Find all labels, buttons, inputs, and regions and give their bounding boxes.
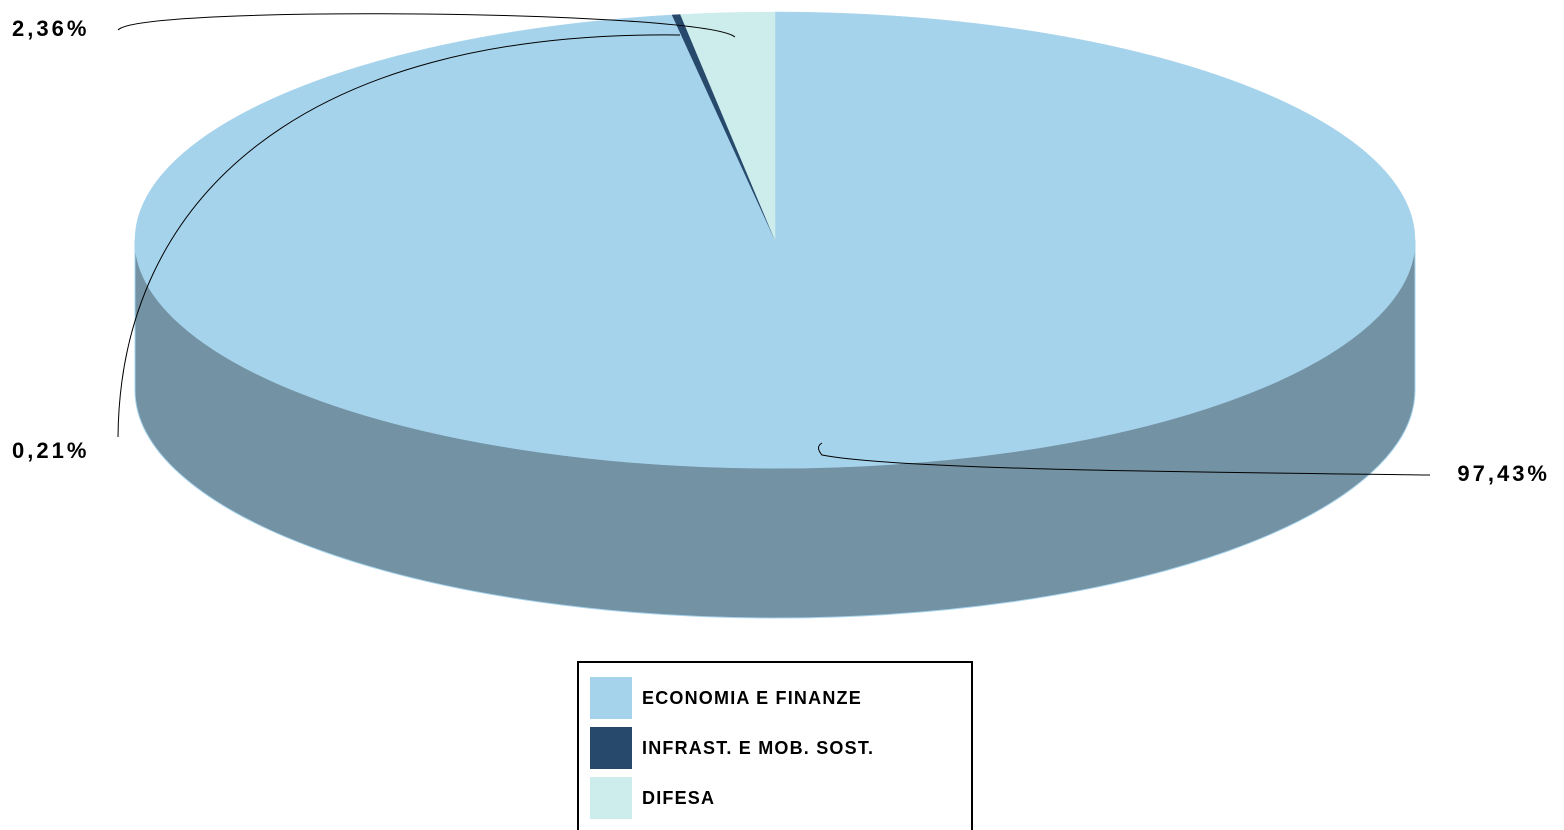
leader-line — [117, 34, 681, 438]
legend-swatch — [590, 727, 632, 769]
data-label: 2,36% — [12, 16, 89, 41]
legend-label: ECONOMIA E FINANZE — [642, 688, 862, 708]
legend-box — [577, 661, 973, 830]
legend-label: DIFESA — [642, 788, 715, 808]
legend-swatch — [590, 677, 632, 719]
slice — [680, 11, 776, 241]
leader-line — [117, 13, 736, 38]
data-label: 97,43% — [1457, 461, 1550, 486]
legend-swatch — [590, 777, 632, 819]
leader-line — [818, 442, 1431, 476]
data-label: 0,21% — [12, 438, 89, 463]
legend-label: INFRAST. E MOB. SOST. — [642, 738, 874, 758]
